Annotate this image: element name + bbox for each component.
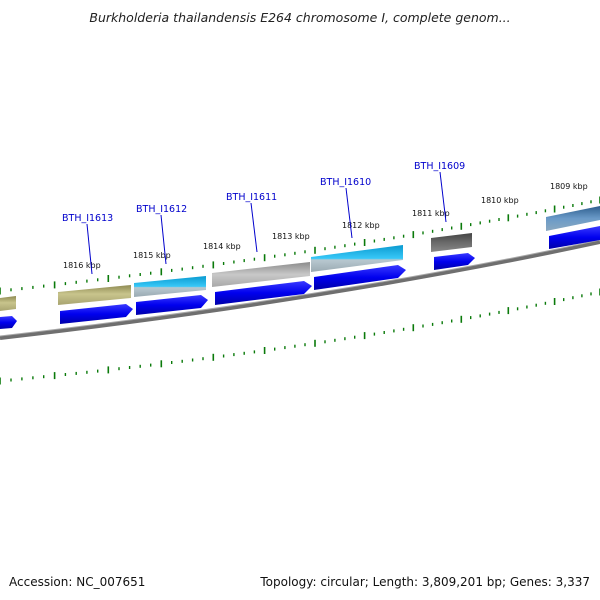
gene-label-bth-i1613[interactable]: BTH_I1613 bbox=[62, 213, 113, 224]
cds-arrow-bth-i1609[interactable] bbox=[434, 253, 475, 270]
scale-label-1812: 1812 kbp bbox=[342, 221, 380, 230]
gene-feature-offscreen-left[interactable] bbox=[0, 296, 16, 311]
leader-bth-i1611 bbox=[250, 202, 258, 253]
cds-arrow-bth-i1610[interactable] bbox=[314, 265, 406, 290]
chromosome-backbone bbox=[0, 240, 600, 340]
scale-label-1816: 1816 kbp bbox=[63, 261, 101, 270]
gene-feature-track bbox=[0, 206, 600, 311]
scale-label-1814: 1814 kbp bbox=[203, 242, 241, 251]
cds-arrow-bth-i1611[interactable] bbox=[215, 281, 312, 305]
gene-labels: BTH_I1613 BTH_I1612 BTH_I1611 BTH_I1610 … bbox=[62, 161, 465, 224]
gene-feature-bth-i1608[interactable] bbox=[546, 206, 600, 231]
scale-label-1811: 1811 kbp bbox=[412, 209, 450, 218]
cds-arrow-bth-i1612[interactable] bbox=[136, 295, 208, 315]
leader-bth-i1609 bbox=[439, 171, 447, 223]
gene-feature-bth-i1610[interactable] bbox=[311, 245, 403, 272]
cds-arrow-bth-i1608[interactable] bbox=[549, 226, 600, 249]
scale-label-1809: 1809 kbp bbox=[550, 182, 588, 191]
cds-feature-track bbox=[0, 226, 600, 329]
gene-feature-bth-i1609[interactable] bbox=[431, 233, 472, 252]
leader-bth-i1613 bbox=[86, 223, 93, 275]
map-title: Burkholderia thailandensis E264 chromoso… bbox=[89, 10, 511, 25]
gene-label-bth-i1609[interactable]: BTH_I1609 bbox=[414, 161, 465, 172]
leader-bth-i1610 bbox=[345, 187, 353, 239]
inner-scale-ticks bbox=[0, 288, 600, 385]
cds-arrow-bth-i1613[interactable] bbox=[60, 304, 133, 324]
genome-summary-text: Topology: circular; Length: 3,809,201 bp… bbox=[260, 575, 590, 589]
chromosome-backbone-highlight bbox=[0, 239, 600, 337]
leader-bth-i1612 bbox=[160, 214, 167, 265]
gene-label-leaders bbox=[86, 171, 447, 275]
scale-labels: 1816 kbp 1815 kbp 1814 kbp 1813 kbp 1812… bbox=[63, 182, 588, 270]
gene-label-bth-i1612[interactable]: BTH_I1612 bbox=[136, 204, 187, 215]
gene-feature-bth-i1611[interactable] bbox=[212, 262, 310, 287]
cds-arrow-offscreen-left[interactable] bbox=[0, 316, 17, 329]
gene-feature-bth-i1612[interactable] bbox=[134, 276, 206, 297]
outer-scale-ticks bbox=[0, 196, 600, 295]
scale-label-1810: 1810 kbp bbox=[481, 196, 519, 205]
gene-feature-bth-i1613[interactable] bbox=[58, 285, 131, 305]
gene-label-bth-i1611[interactable]: BTH_I1611 bbox=[226, 192, 277, 203]
accession-text: Accession: NC_007651 bbox=[9, 575, 146, 589]
scale-label-1815: 1815 kbp bbox=[133, 251, 171, 260]
scale-label-1813: 1813 kbp bbox=[272, 232, 310, 241]
gene-label-bth-i1610[interactable]: BTH_I1610 bbox=[320, 177, 371, 188]
